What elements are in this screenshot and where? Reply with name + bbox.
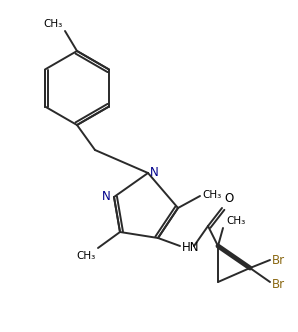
Text: CH₃: CH₃ xyxy=(44,19,63,29)
Text: N: N xyxy=(102,190,111,203)
Text: HN: HN xyxy=(182,240,199,254)
Text: CH₃: CH₃ xyxy=(202,190,221,200)
Text: N: N xyxy=(150,165,159,179)
Text: Br: Br xyxy=(272,254,285,267)
Text: CH₃: CH₃ xyxy=(226,216,245,226)
Text: Br: Br xyxy=(272,278,285,290)
Text: CH₃: CH₃ xyxy=(77,251,96,261)
Text: O: O xyxy=(224,192,233,205)
